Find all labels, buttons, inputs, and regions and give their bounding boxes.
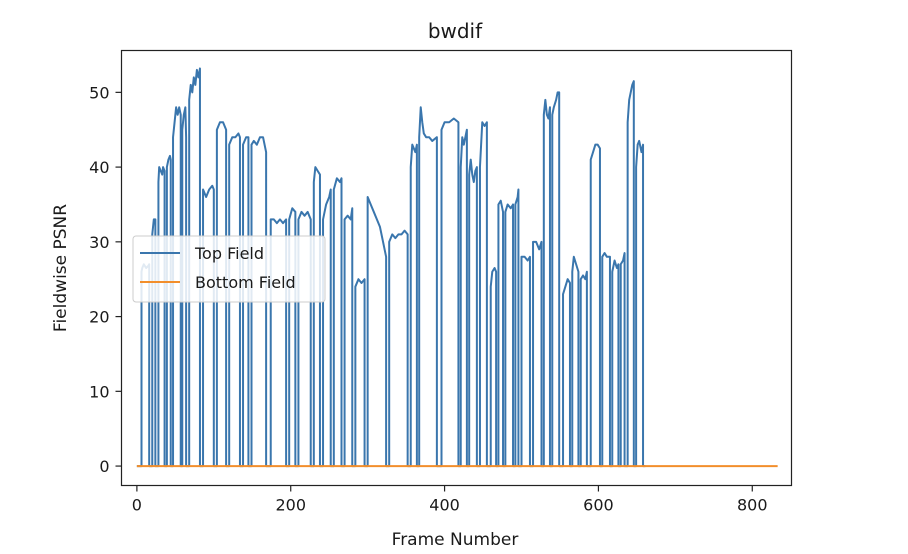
y-tick-label: 20 [89,308,109,327]
y-tick-label: 10 [89,382,109,401]
y-tick-label: 0 [99,457,109,476]
y-axis: 0 10 20 30 40 50 [89,83,122,476]
y-tick-label: 30 [89,233,109,252]
legend: Top Field Bottom Field [132,235,326,303]
legend-box [132,235,326,303]
x-tick-label: 400 [429,496,460,515]
y-axis-label: Fieldwise PSNR [51,204,71,332]
x-axis: 0 200 400 600 800 [132,485,768,515]
x-tick-label: 600 [583,496,614,515]
y-tick-label: 50 [89,83,109,102]
y-tick-label: 40 [89,158,109,177]
chart-title: bwdif [428,19,483,43]
axes-frame [120,49,793,487]
plot-area [136,67,778,468]
legend-label-bottom-field: Bottom Field [195,273,296,292]
x-axis-label: Frame Number [392,530,519,550]
legend-label-top-field: Top Field [194,244,264,263]
x-tick-label: 800 [737,496,768,515]
x-tick-label: 0 [132,496,142,515]
x-tick-label: 200 [275,496,306,515]
